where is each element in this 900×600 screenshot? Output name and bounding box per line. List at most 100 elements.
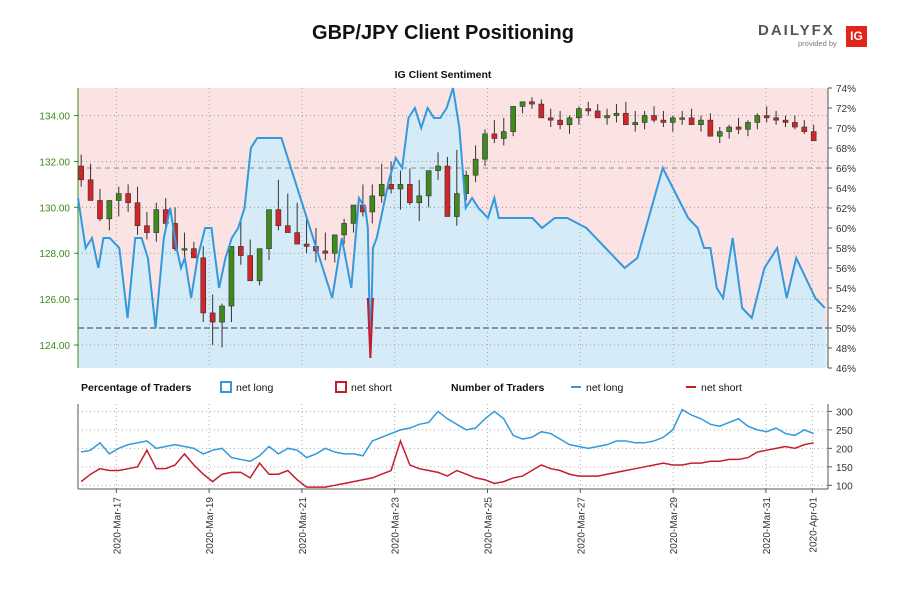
candle-body [134, 202, 141, 227]
candle-body [125, 193, 131, 204]
x-tick-label: 2020-Mar-23 [391, 497, 402, 555]
candle-body [153, 209, 160, 233]
price-tick-label: 132.00 [39, 157, 70, 168]
x-tick-label: 2020-Mar-19 [205, 497, 216, 555]
brand-logo: DAILYFX provided by IG [758, 22, 870, 48]
candle-body [181, 248, 188, 251]
legend-label-count-short: net short [701, 382, 742, 394]
ig-logo: IG [846, 26, 867, 47]
candle-body [106, 200, 113, 220]
candle-body [331, 234, 338, 254]
candle-body [425, 170, 432, 197]
candle-body [754, 115, 761, 123]
candle-body [397, 184, 404, 190]
candle-body [510, 106, 516, 132]
candle-body [782, 119, 789, 123]
candle-body [303, 243, 310, 247]
candle-body [763, 115, 770, 119]
candle-body [209, 312, 216, 323]
price-tick-label: 128.00 [39, 249, 70, 260]
brand-subtitle: provided by [798, 39, 837, 48]
count-tick-label: 150 [836, 463, 853, 474]
candle-body [341, 223, 347, 236]
x-tick-label: 2020-Mar-29 [669, 497, 680, 555]
candle-body [435, 165, 441, 171]
percent-tick-label: 74% [836, 84, 856, 95]
count-tick-label: 300 [836, 407, 853, 418]
percent-tick-label: 66% [836, 164, 856, 175]
net-long-area [78, 88, 825, 368]
price-tick-label: 126.00 [39, 295, 70, 306]
candle-body [670, 117, 676, 123]
candle-body [623, 112, 629, 126]
legend-title-percentage: Percentage of Traders [81, 382, 191, 394]
x-tick-label: 2020-Apr-01 [808, 497, 819, 553]
legend-swatch-net-long [220, 381, 232, 393]
candle-body [519, 101, 526, 107]
candle-body [256, 248, 263, 282]
candle-body [707, 119, 714, 137]
candle-body [576, 108, 582, 119]
candle-body [688, 117, 695, 126]
candle-body [660, 119, 667, 123]
candle-body [266, 209, 272, 249]
candle-body [538, 103, 545, 119]
count-tick-label: 250 [836, 426, 853, 437]
candle-body [745, 122, 751, 130]
candle-body [284, 225, 291, 233]
price-tick-label: 134.00 [39, 112, 70, 123]
candle-body [78, 165, 84, 181]
candle-body [472, 158, 479, 176]
candle-body [294, 232, 300, 245]
candle-body [87, 179, 94, 201]
percent-tick-label: 72% [836, 104, 856, 115]
percent-tick-label: 48% [836, 344, 856, 355]
candle-body [500, 131, 507, 139]
price-tick-label: 130.00 [39, 203, 70, 214]
candle-body [191, 248, 197, 259]
candle-body [388, 184, 394, 190]
candle-body [641, 115, 648, 123]
candle-body [632, 122, 639, 126]
price-tick-label: 124.00 [39, 341, 70, 352]
candle-body [200, 257, 207, 314]
candle-body [378, 184, 385, 197]
candle-body [97, 200, 103, 220]
percent-tick-label: 52% [836, 304, 856, 315]
legend-label-net-long: net long [236, 382, 274, 394]
candle-body [416, 195, 423, 204]
candle-body [604, 115, 610, 119]
percent-tick-label: 58% [836, 244, 856, 255]
percent-tick-label: 70% [836, 124, 856, 135]
percent-tick-label: 46% [836, 364, 856, 375]
candle-body [547, 117, 554, 121]
legend-label-count-long: net long [586, 382, 624, 394]
count-net-short-line [80, 438, 814, 488]
candle-body [735, 126, 742, 130]
brand-text: DAILYFX [758, 22, 835, 39]
percent-tick-label: 60% [836, 224, 856, 235]
count-tick-label: 100 [836, 481, 853, 492]
legend-swatch-net-short [335, 381, 347, 393]
x-tick-label: 2020-Mar-31 [762, 497, 773, 555]
candle-body [792, 122, 798, 128]
candle-body [726, 126, 732, 132]
candle-body [238, 246, 244, 256]
candle-body [491, 133, 498, 139]
percent-tick-label: 54% [836, 284, 856, 295]
candle-body [585, 108, 592, 112]
candle-body [407, 184, 413, 204]
x-tick-label: 2020-Mar-21 [298, 497, 309, 555]
candle-body [275, 209, 282, 227]
count-tick-label: 200 [836, 444, 853, 455]
x-tick-label: 2020-Mar-17 [112, 497, 123, 555]
legend-label-net-short: net short [351, 382, 392, 394]
candle-body [369, 195, 376, 213]
candle-body [322, 250, 329, 254]
candle-body [594, 110, 601, 119]
candle-body [482, 133, 488, 160]
percent-tick-label: 64% [836, 184, 856, 195]
candle-body [529, 101, 535, 105]
candle-body [219, 305, 225, 323]
net-long-line [77, 87, 826, 359]
